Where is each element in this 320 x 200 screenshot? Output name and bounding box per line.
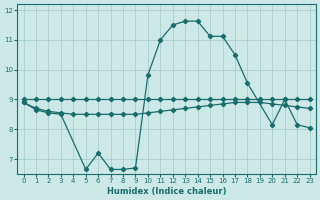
X-axis label: Humidex (Indice chaleur): Humidex (Indice chaleur) [107, 187, 226, 196]
